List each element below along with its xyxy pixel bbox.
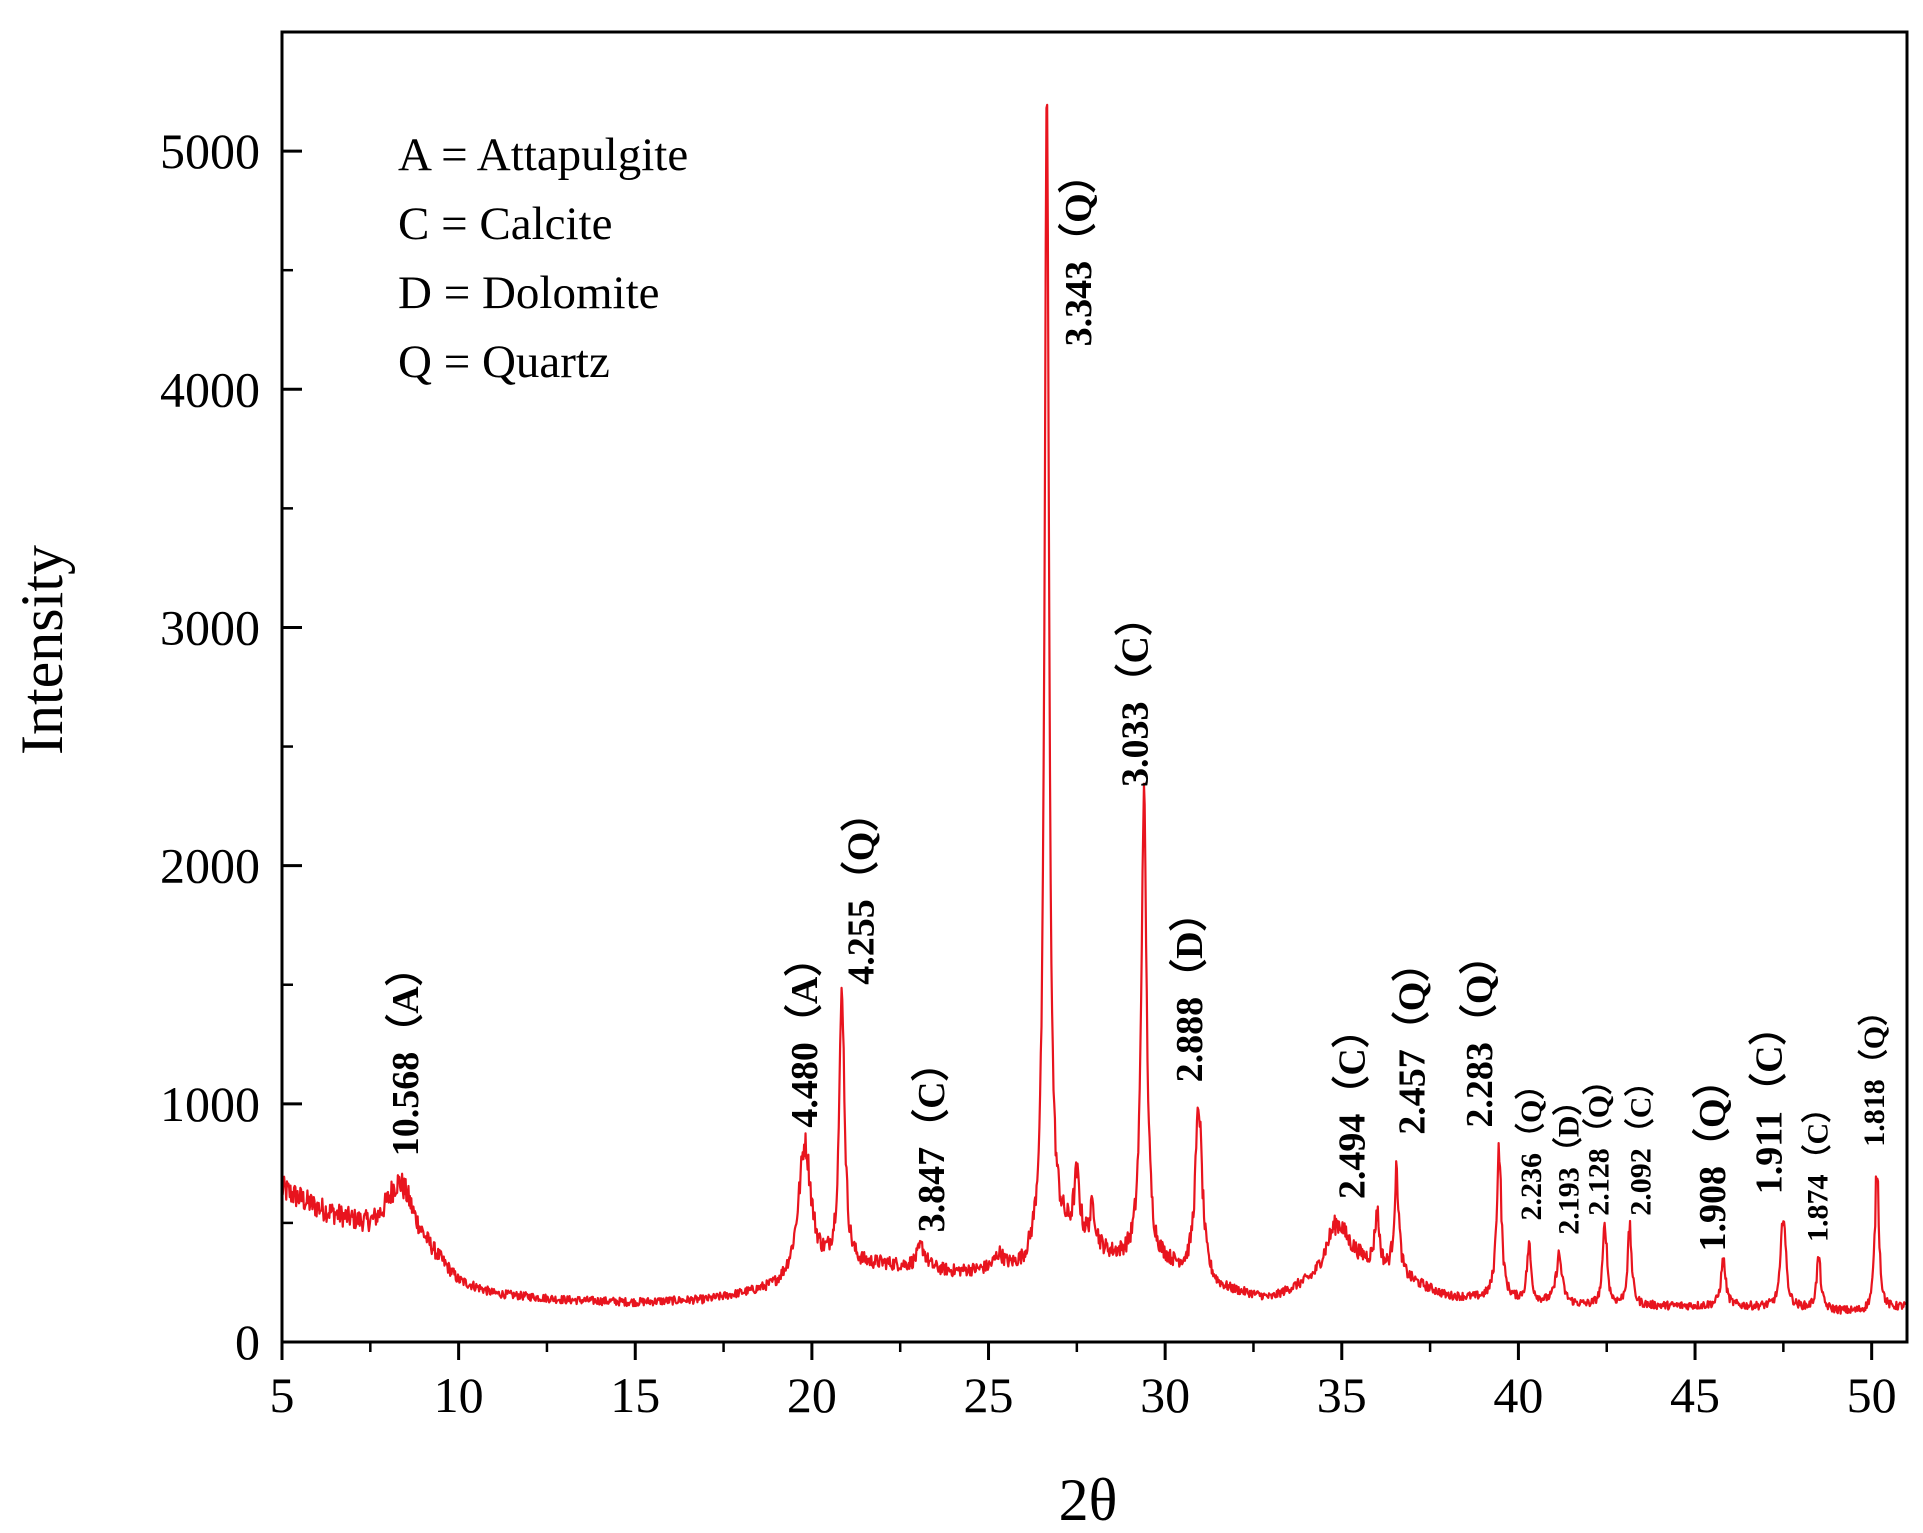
peak-label: 2.283（Q） <box>1459 937 1501 1128</box>
peak-label: 2.888（D） <box>1169 893 1211 1082</box>
peak-label: 2.457（Q） <box>1392 944 1434 1135</box>
y-axis-title: Intensity <box>9 545 75 755</box>
peak-label: 4.480（A） <box>784 939 826 1128</box>
y-tick-label: 3000 <box>160 599 260 655</box>
peak-label: 2.092（C） <box>1624 1067 1658 1216</box>
label-layer: 5 10 15 20 25 30 35 40 45 50 0 1000 2000 3000 4000 5000… <box>160 123 1897 1423</box>
y-tick-label: 2000 <box>160 838 260 894</box>
x-tick-label: 50 <box>1847 1367 1897 1423</box>
legend: A = Attapulgite C = Calcite D = Dolomite Q … <box>398 129 688 388</box>
peak-label: 3.847（C） <box>911 1043 953 1232</box>
x-tick-label: 5 <box>270 1367 295 1423</box>
y-tick-label: 0 <box>235 1314 260 1370</box>
tick-layer <box>280 149 1874 1360</box>
peak-label: 2.193（D） <box>1551 1086 1585 1235</box>
series-layer <box>280 103 1909 1315</box>
legend-entry: C = Calcite <box>398 198 612 250</box>
peak-label: 3.343（Q） <box>1058 155 1100 346</box>
x-tick-label: 40 <box>1493 1367 1543 1423</box>
plot-frame <box>280 30 1909 1344</box>
x-tick-label: 25 <box>964 1367 1014 1423</box>
peak-label: 4.255（Q） <box>841 794 883 985</box>
y-tick-label: 5000 <box>160 123 260 179</box>
peak-label: 1.818（Q） <box>1857 996 1891 1147</box>
peak-label: 3.033（C） <box>1114 598 1156 787</box>
x-tick-label: 35 <box>1317 1367 1367 1423</box>
legend-entry: A = Attapulgite <box>398 129 688 181</box>
x-tick-label: 10 <box>434 1367 484 1423</box>
x-tick-label: 15 <box>610 1367 660 1423</box>
peak-label: 1.874（C） <box>1800 1093 1834 1242</box>
peak-label: 2.128（Q） <box>1581 1065 1615 1216</box>
x-tick-label: 30 <box>1140 1367 1190 1423</box>
peak-label: 2.236（Q） <box>1514 1070 1548 1221</box>
y-tick-label: 1000 <box>160 1076 260 1132</box>
legend-entry: D = Dolomite <box>398 267 659 319</box>
peak-label: 1.908（Q） <box>1692 1060 1734 1251</box>
x-axis-title: 2θ <box>1059 1467 1118 1533</box>
legend-entry: Q = Quartz <box>398 336 610 388</box>
peak-label: 2.494（C） <box>1332 1010 1374 1199</box>
peak-label: 1.911（C） <box>1749 1007 1791 1194</box>
x-tick-label: 20 <box>787 1367 837 1423</box>
y-tick-label: 4000 <box>160 361 260 417</box>
x-tick-label: 45 <box>1670 1367 1720 1423</box>
series-line-0 <box>280 103 1909 1315</box>
peak-label: 10.568（A） <box>385 948 427 1156</box>
